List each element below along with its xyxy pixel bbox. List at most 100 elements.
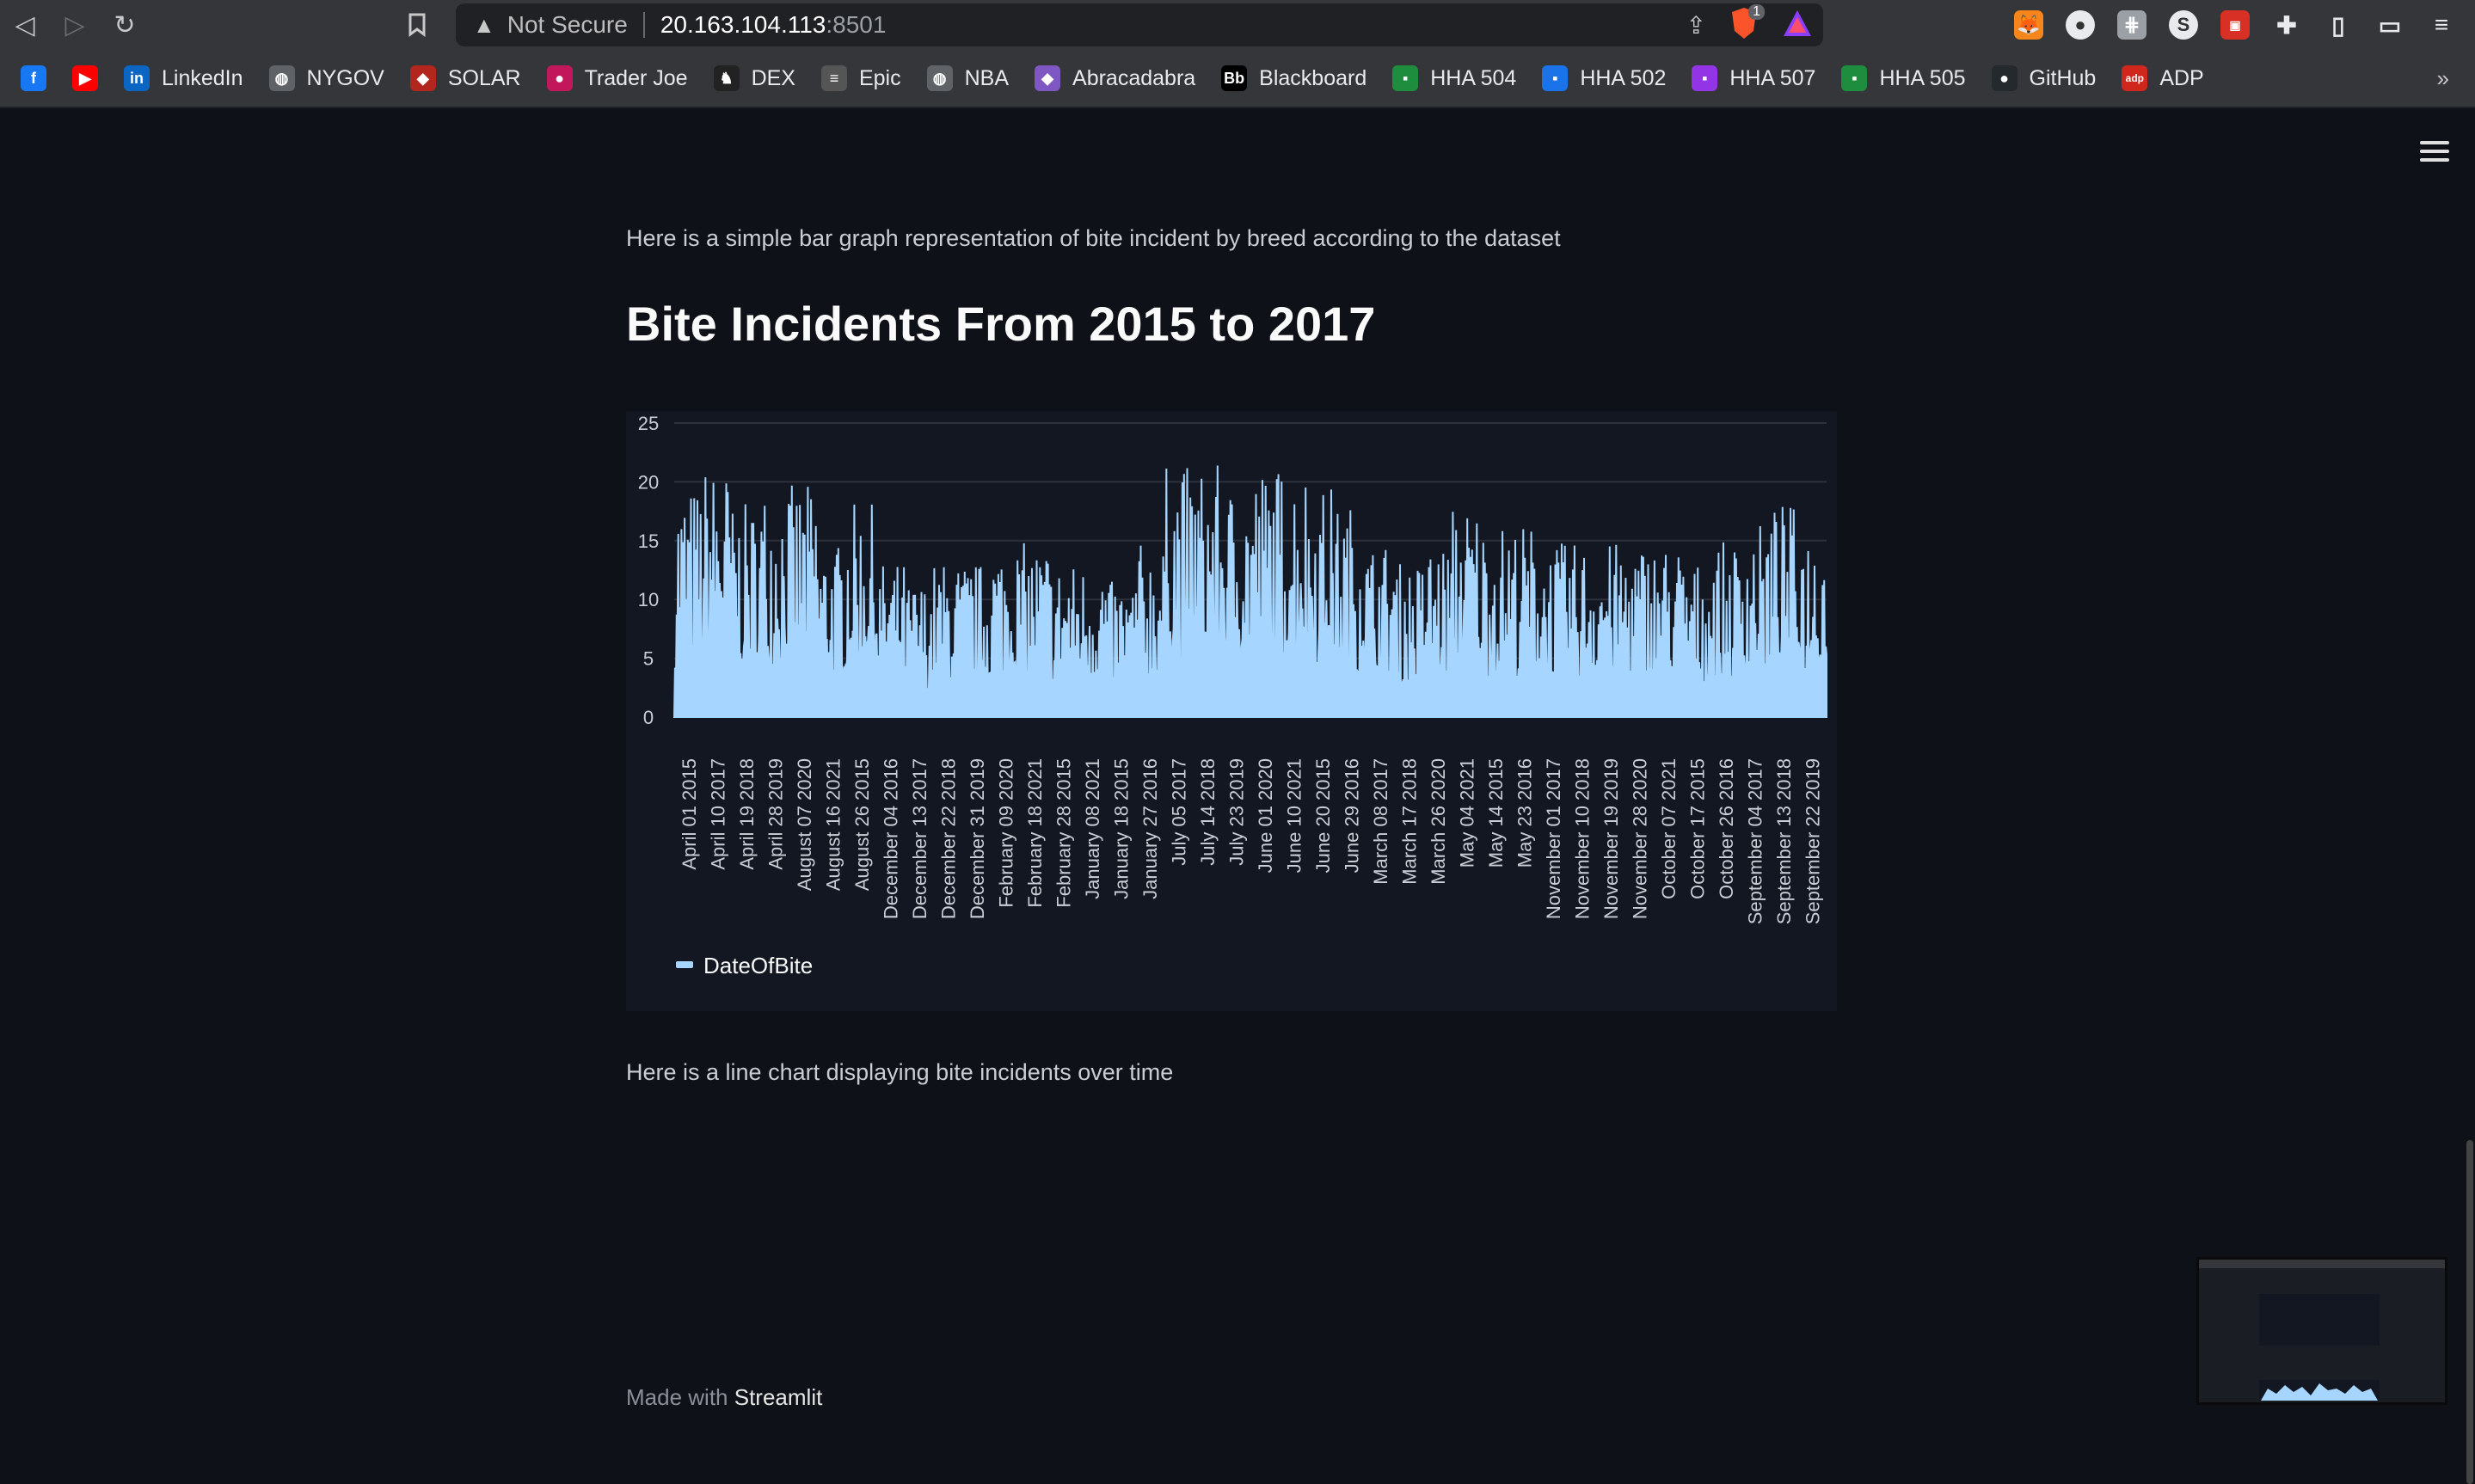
page-thumbnail [2196,1257,2447,1405]
bookmark-item[interactable]: ◍ NBA [926,65,1010,91]
x-tick-label: September 22 2019 [1802,758,1823,924]
intro-text: Here is a simple bar graph representatio… [626,225,1561,251]
x-tick-label: August 07 2020 [794,758,815,891]
bookmark-item[interactable]: ▪ HHA 505 [1841,65,1966,91]
y-tick-label: 25 [638,413,659,434]
bookmark-label: HHA 504 [1430,65,1517,90]
line-chart-intro-text: Here is a line chart displaying bite inc… [626,1059,1174,1085]
adp-icon: adp [2122,65,2148,91]
footer: Made with Streamlit [626,1384,822,1411]
bookmark-item[interactable]: ▪ HHA 507 [1692,65,1815,91]
menu-icon[interactable]: ≡ [2434,11,2449,38]
bookmark-label: HHA 502 [1580,65,1667,90]
extension-s-icon[interactable]: S [2169,10,2198,40]
extension-grid-icon[interactable]: ⋕ [2117,10,2146,40]
share-icon[interactable]: ⇪ [1686,11,1706,39]
x-tick-label: April 10 2017 [707,758,728,870]
bookmark-item[interactable]: adp ADP [2122,65,2204,91]
bookmark-item[interactable]: ▪ HHA 502 [1542,65,1666,91]
x-tick-label: November 28 2020 [1629,758,1650,919]
x-tick-label: June 29 2016 [1341,758,1362,873]
bookmark-icon[interactable] [392,0,442,50]
x-tick-label: April 19 2018 [736,758,758,870]
extension-red-icon[interactable]: ▣ [2220,10,2250,40]
more-bookmarks-icon[interactable]: » [2436,65,2449,91]
chart-card: 0 5 10 15 20 25 April 01 2015 April 10 2017 Apri… [626,411,1837,1011]
dex-icon: ♞ [713,65,740,91]
reload-icon[interactable]: ↻ [114,10,136,40]
blackboard-icon: Bb [1221,65,1248,91]
puzzle-icon[interactable]: ✚ [2276,11,2297,39]
bookmark-label: HHA 507 [1729,65,1816,90]
x-tick-label: December 04 2016 [880,758,901,919]
bookmark-label: HHA 505 [1879,65,1966,90]
bookmark-item[interactable]: ▪ HHA 504 [1392,65,1516,91]
youtube-icon: ▶ [72,65,98,91]
streamlit-link[interactable]: Streamlit [734,1384,823,1410]
scrollbar[interactable] [2465,108,2475,1484]
bookmark-item[interactable]: ● Trader Joe [546,65,688,91]
x-tick-label: July 23 2019 [1225,758,1247,866]
series-area-dateofbite [672,465,1827,718]
bookmark-label: NBA [964,65,1010,90]
shield-icon: ◆ [409,65,436,91]
bookmark-item[interactable]: Bb Blackboard [1221,65,1366,91]
sidebar-icon[interactable]: ▯ [2331,11,2345,39]
url-separator [642,12,645,38]
wallet-icon[interactable]: ▭ [2378,11,2402,39]
bookmark-item[interactable]: ♞ DEX [713,65,795,91]
browser-toolbar: ◁ ▷ ↻ ▲ Not Secure 20.163.104.113 :8501 … [0,0,2475,50]
x-tick-label: July 05 2017 [1168,758,1189,866]
classroom-icon: ▪ [1542,65,1569,91]
bookmark-label: GitHub [2029,65,2097,90]
abracadabra-icon: ◆ [1035,65,1061,91]
legend-swatch [676,961,693,968]
hamburger-menu-icon[interactable] [2420,141,2449,167]
y-tick-label: 20 [638,471,659,493]
bookmark-item[interactable]: ◆ Abracadabra [1035,65,1195,91]
brave-shield-icon[interactable]: 1 [1729,3,1765,45]
x-tick-label: September 13 2018 [1773,758,1795,924]
facebook-icon: f [21,65,46,91]
globe-icon: ◍ [926,65,953,91]
linkedin-icon: in [124,65,150,91]
extensions-area: 🦊 ● ⋕ S ▣ ✚ ▯ ▭ ≡ [2014,0,2475,50]
classroom-icon: ▪ [1692,65,1718,91]
x-tick-label: February 09 2020 [995,758,1016,908]
bookmark-item[interactable]: ≡ Epic [820,65,901,91]
extension-circle-icon[interactable]: ● [2066,10,2095,40]
metamask-icon[interactable]: 🦊 [2014,10,2043,40]
bookmark-item[interactable]: f [21,65,46,91]
x-tick-label: November 19 2019 [1600,758,1622,919]
bookmark-label: NYGOV [306,65,384,90]
y-tick-label: 15 [638,530,659,552]
address-bar[interactable]: ▲ Not Secure 20.163.104.113 :8501 ⇪ 1 [456,3,1823,46]
bookmark-item[interactable]: in LinkedIn [124,65,243,91]
bookmark-item[interactable]: ▶ [72,65,98,91]
forward-icon[interactable]: ▷ [64,10,85,40]
x-tick-label: August 16 2021 [822,758,844,891]
x-tick-label: December 13 2017 [909,758,930,919]
x-tick-label: April 28 2019 [765,758,786,870]
y-tick-label: 10 [638,589,659,610]
scrollbar-thumb[interactable] [2466,1140,2473,1484]
x-tick-label: May 04 2021 [1456,758,1477,868]
brave-rewards-icon[interactable] [1782,9,1813,42]
shield-badge: 1 [1748,3,1765,20]
back-icon[interactable]: ◁ [15,10,35,40]
bookmark-label: DEX [751,65,795,90]
warning-icon: ▲ [473,11,495,38]
bookmark-label: Blackboard [1259,65,1367,90]
not-secure-label: Not Secure [507,11,628,38]
bookmark-item[interactable]: ◍ NYGOV [268,65,384,91]
x-tick-label: May 14 2015 [1485,758,1507,868]
x-tick-label: February 18 2021 [1024,758,1046,908]
x-tick-label: December 22 2018 [937,758,959,919]
x-tick-label: March 26 2020 [1428,758,1449,885]
bookmark-item[interactable]: ● GitHub [1991,65,2097,91]
x-tick-label: October 07 2021 [1658,758,1680,899]
y-tick-label: 5 [643,648,654,670]
x-tick-label: July 14 2018 [1197,758,1219,866]
x-tick-label: May 23 2016 [1514,758,1535,868]
bookmark-item[interactable]: ◆ SOLAR [409,65,521,91]
